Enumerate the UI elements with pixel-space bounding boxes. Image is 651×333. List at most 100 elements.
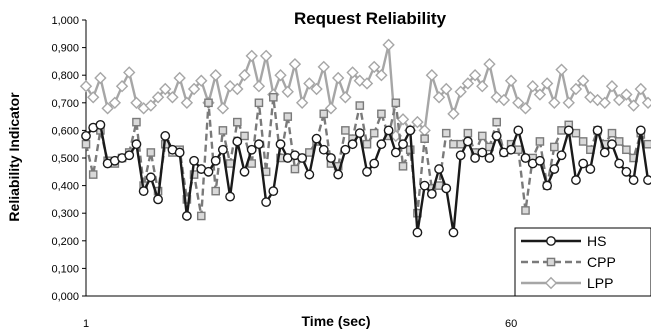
data-point-hs	[643, 175, 651, 185]
data-point-lpp	[173, 71, 186, 85]
y-tick-label: 0,700	[51, 98, 79, 110]
data-point-cpp	[607, 128, 617, 138]
data-point-cpp	[362, 139, 372, 149]
data-point-lpp	[447, 107, 460, 121]
data-point-cpp	[441, 128, 451, 138]
series-lpp	[79, 38, 651, 143]
data-point-hs	[614, 158, 625, 169]
data-point-cpp	[420, 134, 429, 143]
data-point-lpp	[476, 80, 489, 93]
data-point-lpp	[504, 74, 518, 87]
data-point-hs	[434, 164, 444, 174]
data-point-cpp	[225, 159, 235, 168]
data-point-lpp	[497, 93, 511, 107]
data-point-hs	[592, 125, 603, 136]
data-point-lpp	[281, 85, 294, 98]
data-point-lpp	[555, 63, 568, 76]
legend-label: CPP	[587, 254, 616, 270]
data-point-cpp	[146, 148, 156, 157]
data-point-lpp	[108, 96, 122, 109]
data-point-lpp	[317, 60, 330, 74]
data-point-hs	[390, 147, 401, 158]
data-point-cpp	[211, 186, 220, 196]
data-point-lpp	[533, 88, 547, 101]
data-point-hs	[362, 166, 372, 177]
data-point-hs	[535, 155, 545, 166]
data-point-hs	[181, 211, 192, 221]
data-point-lpp	[180, 96, 194, 109]
data-point-hs	[232, 136, 243, 147]
y-tick-label: 0,100	[51, 263, 79, 275]
data-point-cpp	[319, 109, 329, 119]
data-point-hs	[484, 153, 495, 163]
data-point-lpp	[123, 66, 136, 79]
y-tick-label: 0,200	[51, 236, 79, 248]
data-point-lpp	[483, 57, 496, 71]
data-point-cpp	[254, 98, 264, 108]
data-point-lpp	[627, 99, 640, 112]
data-point-hs	[448, 227, 459, 238]
data-point-hs	[138, 186, 149, 197]
data-point-hs	[549, 164, 560, 174]
data-point-lpp	[238, 69, 251, 82]
data-point-cpp	[132, 117, 141, 127]
data-point-hs	[426, 188, 437, 199]
data-point-lpp	[101, 102, 114, 115]
data-point-lpp	[396, 113, 410, 126]
data-point-lpp	[259, 49, 273, 63]
data-point-cpp	[196, 211, 206, 221]
data-point-cpp	[218, 126, 228, 135]
legend-item-hs: HS	[521, 233, 606, 249]
data-point-lpp	[159, 82, 172, 96]
x-tick-label: 60	[505, 318, 517, 330]
data-point-cpp	[233, 117, 242, 127]
data-point-lpp	[526, 80, 539, 93]
data-point-hs	[383, 125, 394, 136]
data-point-hs	[571, 175, 581, 185]
data-point-hs	[246, 144, 257, 155]
data-point-cpp	[463, 128, 473, 138]
data-point-hs	[326, 153, 336, 163]
data-point-hs	[369, 158, 380, 169]
data-point-lpp	[303, 77, 316, 90]
legend-label: HS	[587, 233, 606, 249]
data-point-hs	[405, 125, 416, 136]
data-point-hs	[333, 169, 344, 180]
data-point-hs	[441, 183, 452, 194]
chart-title: Request Reliability	[294, 9, 447, 28]
data-point-lpp	[79, 80, 93, 93]
data-point-cpp	[240, 131, 249, 141]
data-point-lpp	[569, 82, 583, 96]
data-point-cpp	[369, 128, 379, 138]
data-point-hs	[203, 166, 214, 177]
data-point-hs	[95, 119, 106, 130]
legend: HS CPP LPP	[514, 227, 651, 297]
data-point-hs	[419, 180, 430, 191]
y-tick-label: 1,000	[51, 15, 79, 27]
data-point-lpp	[612, 93, 626, 107]
data-point-lpp	[166, 91, 179, 104]
series-line-lpp	[84, 43, 650, 138]
data-point-lpp	[540, 77, 554, 90]
y-tick-label: 0,600	[51, 125, 79, 137]
data-point-cpp	[182, 195, 192, 204]
data-point-hs	[462, 136, 473, 147]
data-point-cpp	[398, 161, 408, 171]
data-point-hs	[491, 131, 502, 141]
legend-label: LPP	[587, 275, 613, 291]
data-point-hs	[311, 133, 322, 144]
data-point-lpp	[375, 69, 388, 82]
data-point-lpp	[310, 82, 323, 96]
data-point-hs	[621, 166, 632, 177]
data-point-hs	[275, 139, 286, 150]
data-point-lpp	[620, 88, 633, 101]
data-point-hs	[520, 153, 531, 163]
data-point-hs	[225, 191, 236, 202]
data-point-hs	[398, 139, 408, 150]
data-point-lpp	[87, 91, 100, 104]
y-tick-label: 0,800	[51, 70, 79, 82]
legend-marker-cpp	[546, 257, 556, 267]
data-point-hs	[470, 153, 480, 163]
data-point-lpp	[382, 38, 395, 52]
data-point-lpp	[324, 102, 338, 115]
